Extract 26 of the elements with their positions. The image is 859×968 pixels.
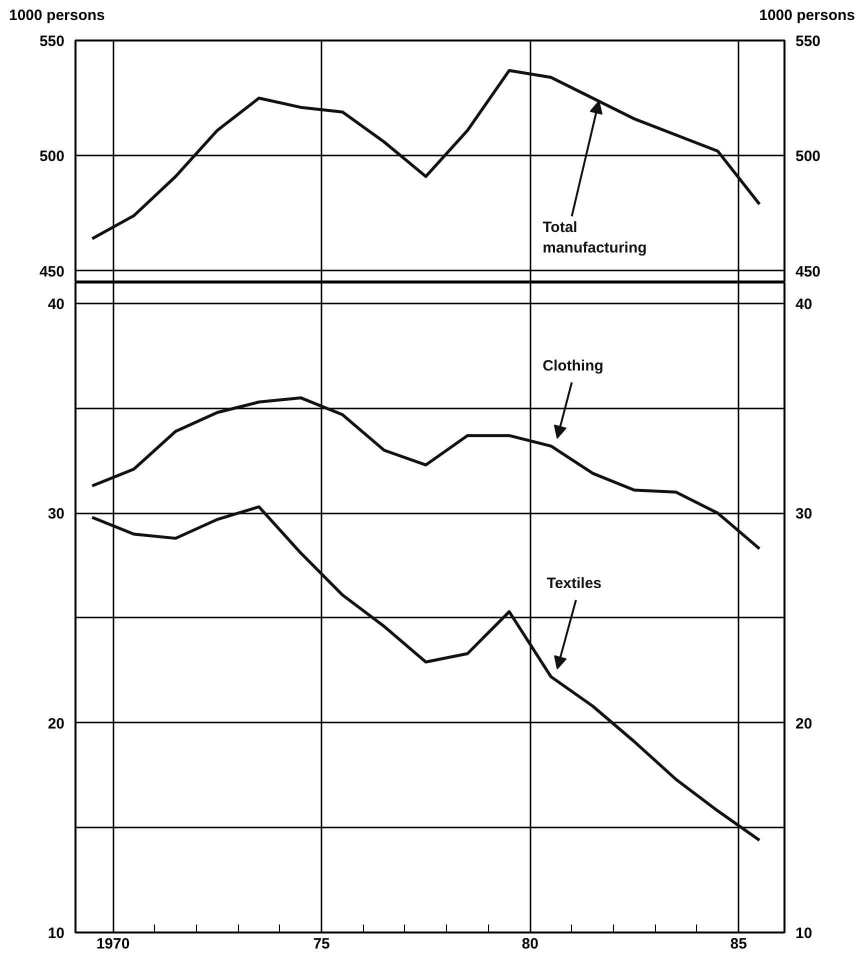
y2-tick-label: 450 [796,263,821,280]
x-tick-label: 1970 [96,936,130,952]
y2-tick-label: 20 [796,715,812,732]
y-tick-label: 550 [39,33,65,50]
x-tick-label: 85 [730,936,747,952]
y-tick-label: 20 [48,715,65,732]
text: Textiles [546,575,602,592]
y-tick-label: 40 [48,296,65,313]
y2-tick-label: 550 [796,33,821,50]
y-tick-label: 450 [39,263,65,280]
line-series [90,396,761,550]
text: Clothing [542,358,604,375]
x-tick-label: 75 [313,936,330,952]
y2-axis-title: 1000 persons [759,6,855,26]
x-tick-label: 80 [522,936,538,952]
y2-tick-label: 10 [796,925,812,942]
y2-tick-label: 500 [796,148,821,166]
line-series [90,68,761,240]
y-tick-label: 30 [48,506,65,523]
y2-tick-label: 30 [796,506,812,523]
y-axis-title: 1000 persons [9,6,105,26]
text: Total manufacturing [542,219,647,257]
y2-tick-label: 40 [796,296,812,313]
y-tick-label: 500 [39,148,65,166]
y-tick-label: 10 [48,925,65,942]
line-series [90,505,761,842]
